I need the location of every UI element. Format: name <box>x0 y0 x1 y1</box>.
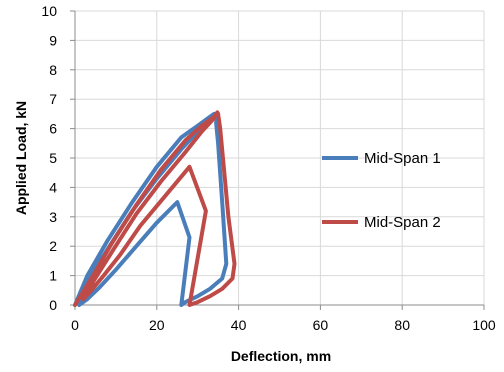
y-tick-label: 9 <box>49 32 57 48</box>
x-axis-title: Deflection, mm <box>231 348 331 364</box>
y-axis-title: Applied Load, kN <box>13 101 29 215</box>
y-tick-label: 0 <box>49 297 57 313</box>
x-tick-label: 80 <box>394 317 410 333</box>
y-tick-label: 1 <box>49 268 57 284</box>
y-tick-label: 3 <box>49 209 57 225</box>
y-tick-labels: 0 1 2 3 4 5 6 7 8 9 10 <box>41 3 57 313</box>
y-tick-label: 7 <box>49 91 57 107</box>
axes <box>70 10 485 310</box>
x-tick-label: 100 <box>472 317 496 333</box>
y-tick-label: 5 <box>49 150 57 166</box>
y-tick-label: 8 <box>49 62 57 78</box>
legend-label-mid-span-2: Mid-Span 2 <box>364 214 441 231</box>
legend-label-mid-span-1: Mid-Span 1 <box>364 150 441 167</box>
x-tick-label: 40 <box>231 317 247 333</box>
y-tick-label: 6 <box>49 121 57 137</box>
y-tick-label: 2 <box>49 238 57 254</box>
x-tick-label: 0 <box>71 317 79 333</box>
series-lines <box>73 110 237 307</box>
y-tick-label: 10 <box>41 3 57 19</box>
legend: Mid-Span 1 Mid-Span 2 <box>322 150 441 231</box>
series-line-mid-span-2 <box>73 110 237 307</box>
x-tick-labels: 0 20 40 60 80 100 <box>71 317 496 333</box>
grid-lines <box>75 10 485 305</box>
x-tick-label: 20 <box>149 317 165 333</box>
x-tick-label: 60 <box>313 317 329 333</box>
y-tick-label: 4 <box>49 179 57 195</box>
